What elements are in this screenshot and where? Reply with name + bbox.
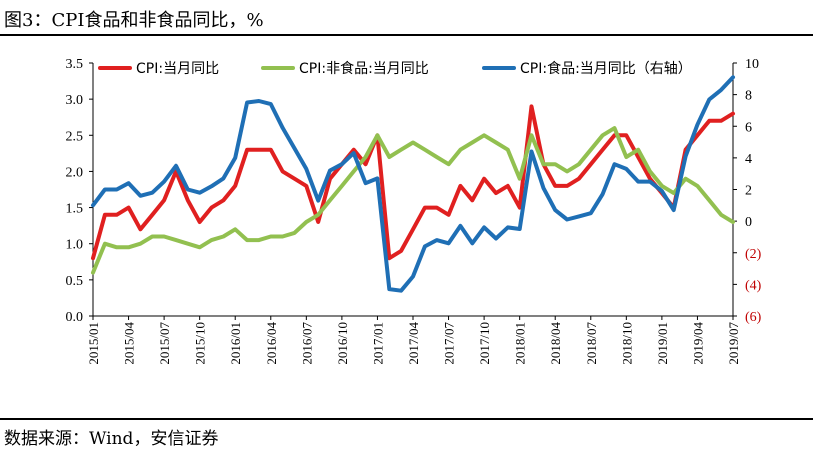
legend-label-3: CPI:食品:当月同比（右轴） — [520, 60, 692, 77]
bottom-rule — [0, 418, 813, 420]
series-line-1 — [91, 104, 735, 261]
right-axis-tick-label: 0 — [745, 215, 752, 230]
x-axis-tick-label: 2017/07 — [442, 322, 457, 365]
left-axis-tick-label: 3.5 — [66, 57, 84, 72]
top-rule — [0, 34, 813, 36]
x-axis-tick-label: 2016/01 — [228, 322, 243, 365]
left-axis-tick-label: 0.0 — [66, 310, 84, 325]
right-axis-tick-label: (2) — [745, 247, 762, 262]
right-axis-tick-label: 10 — [745, 57, 759, 72]
x-axis-tick-label: 2018/07 — [584, 322, 599, 365]
left-axis-tick-label: 0.5 — [66, 274, 84, 289]
series-line-2 — [91, 126, 735, 275]
chart-title: 图3：CPI食品和非食品同比，% — [4, 10, 264, 31]
x-axis-tick-label: 2018/04 — [548, 322, 563, 365]
legend-label-1: CPI:当月同比 — [136, 61, 219, 77]
chart-source: 数据来源：Wind，安信证券 — [4, 429, 219, 449]
right-axis-tick-label: 6 — [745, 120, 752, 135]
left-axis-tick-label: 1.5 — [66, 202, 84, 217]
x-axis-tick-label: 2017/04 — [406, 322, 421, 365]
left-axis-tick-label: 1.0 — [66, 238, 84, 253]
x-axis-tick-label: 2015/10 — [193, 322, 208, 365]
x-axis-tick-label: 2019/01 — [655, 322, 670, 365]
x-axis-tick-label: 2017/01 — [370, 322, 385, 365]
right-axis-tick-label: 2 — [745, 184, 752, 199]
x-axis-tick-label: 2018/01 — [513, 322, 528, 365]
x-axis-tick-label: 2016/10 — [335, 322, 350, 365]
x-axis-tick-label: 2015/07 — [157, 322, 172, 365]
right-axis-tick-label: (4) — [745, 278, 762, 293]
right-axis-tick-label: 8 — [745, 89, 752, 104]
x-axis-tick-label: 2015/01 — [86, 322, 101, 365]
legend-label-2: CPI:非食品:当月同比 — [299, 60, 429, 77]
x-axis-tick-label: 2015/04 — [122, 322, 137, 365]
x-axis-tick-label: 2017/10 — [477, 322, 492, 365]
x-axis-tick-label: 2016/07 — [299, 322, 314, 365]
x-axis-tick-label: 2016/04 — [264, 322, 279, 365]
left-axis-tick-label: 2.0 — [66, 165, 84, 180]
left-axis-tick-label: 3.0 — [66, 93, 84, 108]
x-axis-tick-label: 2018/10 — [619, 322, 634, 365]
right-axis-tick-label: (6) — [745, 310, 762, 325]
series-line-3 — [91, 75, 735, 293]
x-axis-tick-label: 2019/04 — [690, 322, 705, 365]
x-axis-tick-label: 2019/07 — [726, 322, 741, 365]
right-axis-tick-label: 4 — [745, 152, 752, 167]
left-axis-tick-label: 2.5 — [66, 129, 84, 144]
